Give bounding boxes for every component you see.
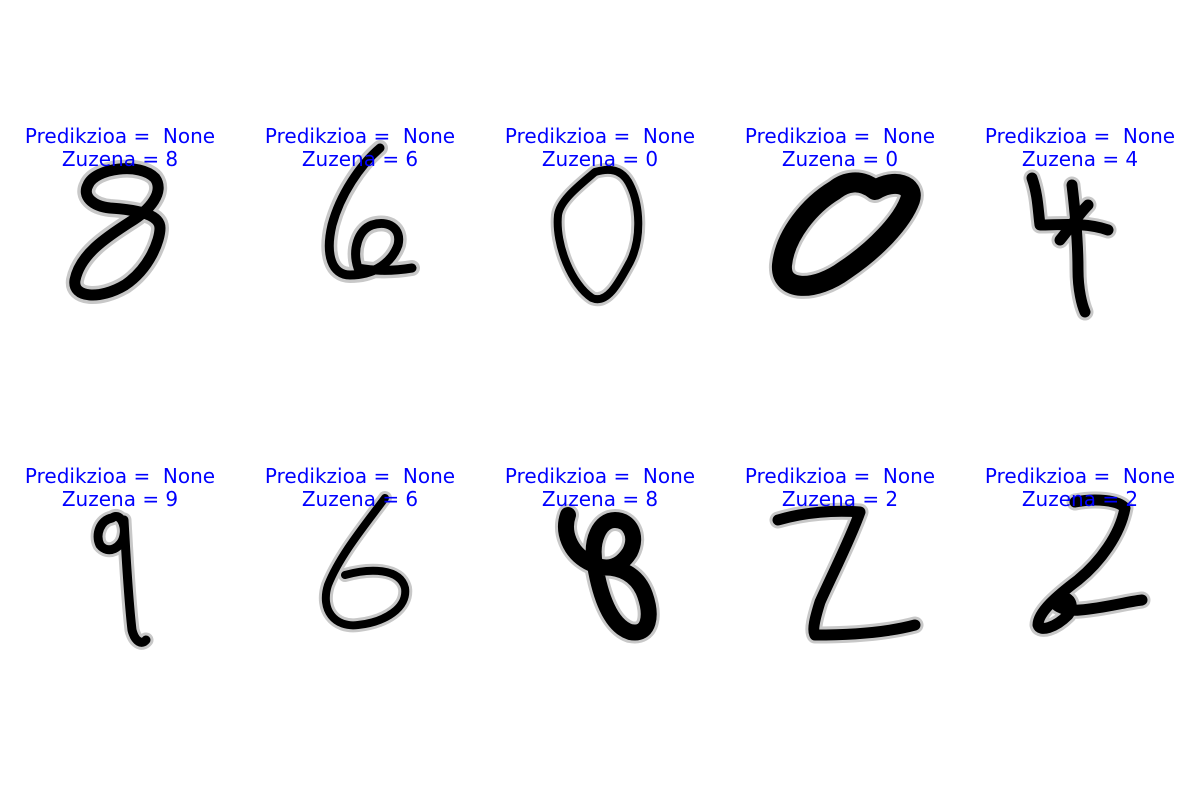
- digit-panel: Predikzioa = None Zuzena = 2: [720, 340, 960, 740]
- digit-panel: Predikzioa = None Zuzena = 8: [480, 340, 720, 740]
- true-label: Zuzena = 4: [1021, 147, 1139, 171]
- digit-panel: Predikzioa = None Zuzena = 2: [960, 340, 1200, 740]
- prediction-label: Predikzioa = None: [984, 464, 1176, 488]
- digit-panel: Predikzioa = None Zuzena = 8: [0, 0, 240, 400]
- prediction-label: Predikzioa = None: [744, 464, 936, 488]
- prediction-label: Predikzioa = None: [24, 124, 216, 148]
- digit-panel: Predikzioa = None Zuzena = 4: [960, 0, 1200, 400]
- digit-image: [65, 159, 169, 304]
- digit-image: [321, 140, 420, 283]
- digit-panel: Predikzioa = None Zuzena = 6: [240, 0, 480, 400]
- prediction-label: Predikzioa = None: [504, 124, 696, 148]
- digit-image: [769, 502, 924, 644]
- true-label: Zuzena = 8: [61, 147, 179, 171]
- true-label: Zuzena = 2: [781, 487, 899, 511]
- prediction-label: Predikzioa = None: [264, 124, 456, 148]
- digit-image: [1023, 169, 1117, 321]
- true-label: Zuzena = 0: [781, 147, 899, 171]
- digit-panel: Predikzioa = None Zuzena = 0: [720, 0, 960, 400]
- prediction-label: Predikzioa = None: [24, 464, 216, 488]
- digit-image: [555, 504, 660, 644]
- prediction-label: Predikzioa = None: [264, 464, 456, 488]
- true-label: Zuzena = 0: [541, 147, 659, 171]
- true-label: Zuzena = 9: [61, 487, 179, 511]
- digit-image: [1029, 491, 1151, 637]
- true-label: Zuzena = 8: [541, 487, 659, 511]
- digit-panel: Predikzioa = None Zuzena = 6: [240, 340, 480, 740]
- digit-image: [318, 491, 413, 633]
- digit-image: [90, 509, 154, 650]
- true-label: Zuzena = 6: [301, 147, 419, 171]
- prediction-label: Predikzioa = None: [504, 464, 696, 488]
- true-label: Zuzena = 6: [301, 487, 419, 511]
- prediction-label: Predikzioa = None: [984, 124, 1176, 148]
- prediction-label: Predikzioa = None: [744, 124, 936, 148]
- digit-image: [550, 162, 646, 307]
- true-label: Zuzena = 2: [1021, 487, 1139, 511]
- digit-image: [769, 169, 924, 299]
- digit-panel: Predikzioa = None Zuzena = 0: [480, 0, 720, 400]
- digit-panel: Predikzioa = None Zuzena = 9: [0, 340, 240, 740]
